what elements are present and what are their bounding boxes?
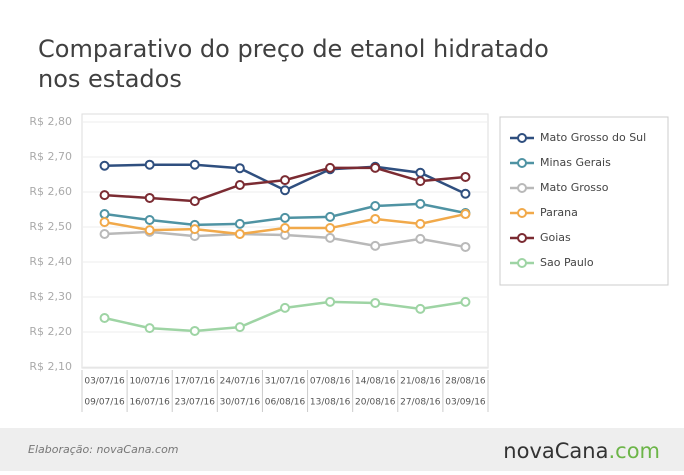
legend-label: Goias bbox=[540, 231, 571, 244]
legend-marker bbox=[517, 258, 527, 268]
data-point bbox=[325, 211, 336, 222]
data-point bbox=[370, 240, 381, 251]
logo-text: novaCana bbox=[503, 439, 608, 463]
data-point bbox=[370, 297, 381, 308]
logo-text: .com bbox=[608, 439, 660, 463]
data-point bbox=[234, 218, 245, 229]
x-tick-label: 23/07/16 bbox=[175, 398, 216, 408]
data-point bbox=[234, 163, 245, 174]
y-tick-label: R$ 2,70 bbox=[29, 150, 72, 163]
x-tick-label: 31/07/16 bbox=[265, 377, 306, 387]
title: nos estados bbox=[38, 65, 182, 93]
data-point bbox=[325, 232, 336, 243]
x-tick-label: 07/08/16 bbox=[310, 377, 351, 387]
x-tick-label: 21/08/16 bbox=[400, 377, 441, 387]
data-point bbox=[370, 162, 381, 173]
data-point bbox=[144, 159, 155, 170]
data-point bbox=[99, 209, 110, 220]
data-point bbox=[99, 217, 110, 228]
legend-label: Sao Paulo bbox=[540, 256, 594, 269]
data-point bbox=[460, 241, 471, 252]
data-point bbox=[280, 175, 290, 186]
y-tick-label: R$ 2,30 bbox=[29, 290, 72, 303]
data-point bbox=[415, 218, 426, 229]
legend-marker bbox=[517, 183, 527, 193]
data-point bbox=[460, 188, 471, 199]
x-tick-label: 03/07/16 bbox=[84, 377, 125, 387]
legend-box bbox=[499, 116, 669, 286]
data-point bbox=[144, 215, 155, 225]
legend-marker bbox=[517, 208, 527, 218]
data-point bbox=[325, 223, 336, 234]
x-tick-label: 17/07/16 bbox=[175, 377, 216, 387]
x-tick-label: 24/07/16 bbox=[220, 377, 261, 387]
data-point bbox=[415, 176, 426, 187]
data-point bbox=[280, 302, 290, 313]
data-point bbox=[189, 224, 200, 235]
x-tick-label: 28/08/16 bbox=[445, 377, 486, 387]
credit: Elaboração: novaCana.com bbox=[28, 443, 179, 456]
y-tick-label: R$ 2,20 bbox=[29, 325, 72, 338]
x-tick-label: 09/07/16 bbox=[84, 398, 125, 408]
x-tick-label: 20/08/16 bbox=[355, 398, 396, 408]
data-point bbox=[189, 196, 200, 207]
legend-label: Parana bbox=[540, 206, 578, 219]
logo: novaCana.com bbox=[503, 439, 660, 463]
y-tick-label: R$ 2,60 bbox=[29, 185, 72, 198]
data-point bbox=[415, 233, 426, 244]
legend-marker bbox=[517, 158, 527, 168]
x-tick-label: 06/08/16 bbox=[265, 398, 306, 408]
x-tick-label: 10/07/16 bbox=[129, 377, 170, 387]
data-point bbox=[325, 296, 336, 307]
data-point bbox=[234, 180, 245, 190]
data-point bbox=[460, 209, 471, 220]
data-point bbox=[325, 162, 336, 173]
data-point bbox=[234, 229, 245, 239]
data-point bbox=[144, 225, 155, 236]
data-point bbox=[280, 185, 290, 196]
y-tick-label: R$ 2,10 bbox=[29, 360, 72, 373]
data-point bbox=[144, 323, 155, 334]
legend-marker bbox=[517, 133, 527, 143]
y-tick-label: R$ 2,40 bbox=[29, 255, 72, 268]
data-point bbox=[99, 190, 110, 201]
x-tick-label: 14/08/16 bbox=[355, 377, 396, 387]
data-point bbox=[415, 198, 426, 209]
x-tick-label: 13/08/16 bbox=[310, 398, 351, 408]
data-point bbox=[144, 192, 155, 203]
x-tick-label: 03/09/16 bbox=[445, 398, 486, 408]
plot-frame bbox=[81, 113, 489, 369]
data-point bbox=[99, 160, 110, 171]
footer-band bbox=[0, 428, 684, 471]
legend-label: Minas Gerais bbox=[540, 156, 611, 169]
y-tick-label: R$ 2,50 bbox=[29, 220, 72, 233]
x-tick-label: 30/07/16 bbox=[220, 398, 261, 408]
data-point bbox=[234, 322, 245, 333]
data-point bbox=[99, 313, 110, 323]
x-tick-label: 27/08/16 bbox=[400, 398, 441, 408]
data-point bbox=[415, 167, 426, 178]
data-point bbox=[189, 325, 200, 336]
data-point bbox=[99, 229, 110, 239]
data-point bbox=[370, 201, 381, 211]
legend-marker bbox=[517, 233, 527, 243]
data-point bbox=[189, 159, 200, 170]
y-tick-label: R$ 2,80 bbox=[29, 115, 72, 128]
data-point bbox=[460, 171, 471, 182]
legend-label: Mato Grosso bbox=[540, 181, 609, 194]
data-point bbox=[280, 212, 290, 223]
data-point bbox=[280, 223, 290, 234]
legend-label: Mato Grosso do Sul bbox=[540, 131, 646, 144]
data-point bbox=[370, 213, 381, 224]
x-tick-label: 16/07/16 bbox=[129, 398, 170, 408]
data-point bbox=[415, 303, 426, 314]
title: Comparativo do preço de etanol hidratado bbox=[38, 35, 549, 63]
data-point bbox=[460, 296, 471, 307]
